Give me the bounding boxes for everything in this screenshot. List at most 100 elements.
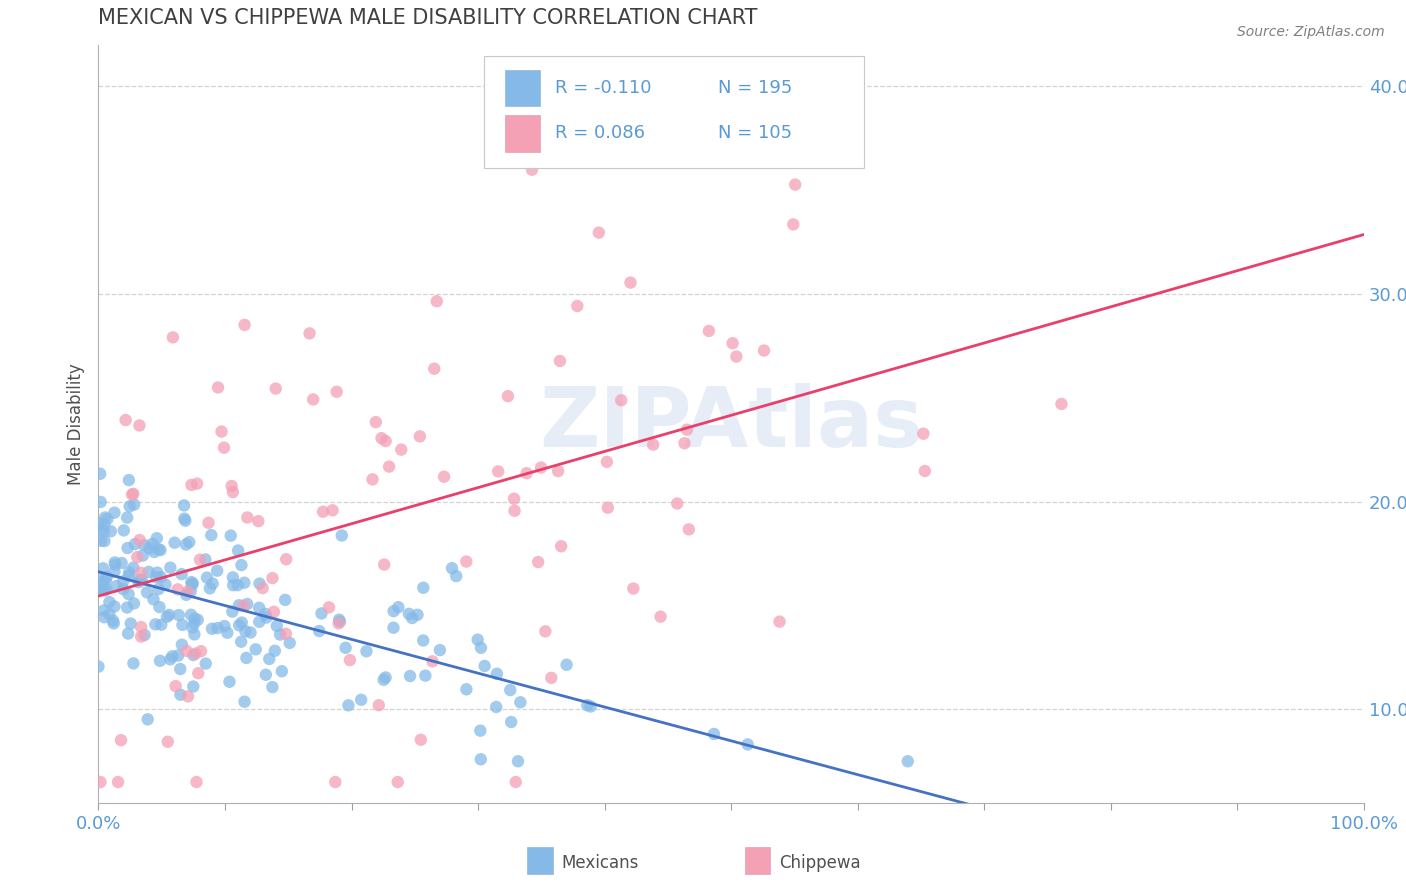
Point [621, 89, 644, 103]
Point [768, 615, 790, 629]
Point [188, 552, 211, 566]
Point [350, 692, 373, 706]
Point [184, 647, 207, 661]
Point [87, 516, 110, 531]
Point [505, 775, 527, 789]
Point [406, 607, 429, 622]
Point [374, 434, 396, 448]
Point [509, 695, 531, 709]
Point [156, 609, 179, 624]
Point [235, 651, 257, 665]
Point [167, 608, 190, 623]
Point [398, 607, 420, 621]
Point [157, 607, 180, 622]
Point [470, 640, 492, 655]
Point [181, 576, 204, 591]
Point [211, 425, 233, 439]
Point [167, 648, 190, 663]
Point [540, 671, 562, 685]
Point [90, 533, 112, 548]
Point [233, 695, 256, 709]
Point [262, 571, 284, 585]
Point [399, 669, 422, 683]
Point [177, 690, 200, 704]
Point [190, 644, 212, 658]
Text: R = -0.110: R = -0.110 [555, 78, 652, 97]
Point [302, 392, 325, 407]
Point [232, 599, 254, 613]
Point [149, 570, 172, 584]
Point [222, 578, 245, 592]
Point [485, 666, 508, 681]
Point [576, 698, 599, 713]
Point [195, 571, 218, 585]
Point [138, 565, 160, 579]
Point [325, 775, 347, 789]
Point [142, 592, 165, 607]
Point [170, 567, 193, 582]
Point [180, 607, 202, 622]
Point [93, 517, 115, 532]
Point [382, 621, 405, 635]
Point [132, 549, 155, 563]
Point [548, 354, 571, 368]
Point [231, 558, 253, 573]
Text: N = 105: N = 105 [718, 124, 793, 143]
Point [117, 569, 139, 583]
Point [621, 582, 644, 596]
Point [122, 498, 145, 512]
Point [249, 576, 271, 591]
Point [503, 491, 526, 506]
Point [103, 616, 125, 631]
Point [897, 754, 920, 768]
Point [87, 659, 110, 673]
Point [426, 294, 449, 309]
Point [93, 534, 115, 549]
Point [96, 512, 118, 526]
Point [136, 712, 159, 726]
Point [423, 361, 446, 376]
Point [183, 615, 205, 630]
Point [330, 528, 353, 542]
Point [120, 616, 142, 631]
Point [619, 276, 641, 290]
Point [87, 583, 110, 598]
Point [274, 593, 297, 607]
Point [129, 566, 152, 580]
Point [218, 674, 240, 689]
Point [221, 605, 243, 619]
Point [496, 389, 519, 403]
Point [145, 617, 167, 632]
Point [318, 600, 340, 615]
Point [247, 600, 270, 615]
Point [610, 393, 633, 408]
Point [174, 514, 197, 528]
Point [180, 478, 202, 492]
Point [676, 423, 699, 437]
Point [367, 698, 389, 713]
Point [221, 479, 243, 493]
Point [200, 528, 222, 542]
Text: Chippewa: Chippewa [779, 854, 860, 871]
Point [155, 577, 177, 591]
Point [112, 524, 135, 538]
Point [298, 326, 321, 341]
Point [103, 565, 125, 579]
Point [212, 441, 235, 455]
Point [785, 178, 807, 192]
Point [165, 679, 187, 693]
Point [579, 699, 602, 714]
Point [138, 541, 160, 556]
Point [180, 575, 202, 590]
Point [643, 437, 665, 451]
Point [148, 542, 170, 557]
Point [409, 429, 432, 443]
Point [173, 499, 195, 513]
Point [650, 609, 672, 624]
Point [129, 620, 152, 634]
Point [179, 535, 201, 549]
Point [245, 642, 267, 657]
Point [725, 350, 748, 364]
Point [163, 535, 186, 549]
Point [429, 643, 451, 657]
